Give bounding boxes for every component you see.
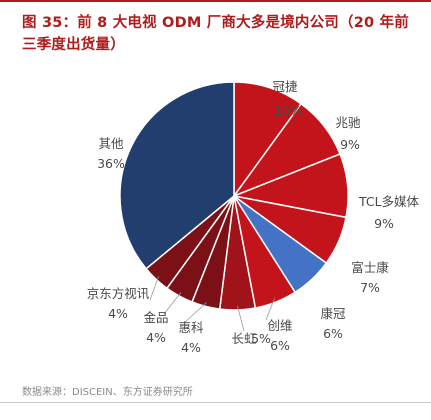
pie-slice-11	[119, 81, 235, 270]
slice-name-label: 长虹	[231, 331, 257, 346]
slice-value-label: 9%	[374, 216, 394, 231]
slice-value-label: 10%	[274, 103, 302, 118]
slice-value-label: 5%	[251, 331, 271, 346]
slice-name-label: 惠科	[178, 320, 204, 335]
pie-slices	[119, 81, 349, 311]
slice-name-label: 创维	[267, 318, 292, 333]
leader-lines	[149, 276, 275, 332]
slice-value-label: 7%	[360, 280, 380, 295]
slice-labels: 冠捷 10% 兆驰 9% TCL多媒体 9% 富士康 7% 康冠 6% 创维 6% 长虹5% 惠科 4% 金品…	[87, 79, 420, 355]
slice-name-label: 京东方视讯	[87, 286, 150, 301]
slice-value-label: 4%	[181, 340, 201, 355]
slice-value-label: 4%	[108, 306, 128, 321]
pie-slice-1	[233, 81, 303, 199]
top-rule	[0, 0, 431, 2]
slice-name-label: 康冠	[320, 306, 346, 321]
slice-value-label: 6%	[323, 326, 343, 341]
leader-line	[163, 292, 182, 315]
leader-line	[237, 305, 245, 332]
slice-value-label: 4%	[146, 330, 166, 345]
slice-name-label: 富士康	[351, 260, 389, 275]
slice-value-label: 6%	[270, 338, 290, 353]
slice-name-label: 其他	[98, 136, 124, 151]
bottom-rule	[0, 402, 431, 403]
leader-line	[184, 302, 207, 323]
slice-value-label: 9%	[340, 137, 360, 152]
slice-name-label: TCL多媒体	[358, 194, 420, 209]
leader-line	[149, 276, 160, 301]
source-note: 数据来源：DISCEIN、东方证券研究所	[22, 387, 193, 398]
slice-name-label: 金品	[143, 310, 168, 325]
slice-name-label: 冠捷	[272, 79, 298, 94]
chart-title: 图 35：前 8 大电视 ODM 厂商大多是境内公司（20 年前三季度出货量）	[22, 15, 409, 53]
leader-line	[265, 298, 275, 321]
slice-value-label: 36%	[97, 156, 125, 171]
slice-name-label: 兆驰	[335, 115, 361, 130]
